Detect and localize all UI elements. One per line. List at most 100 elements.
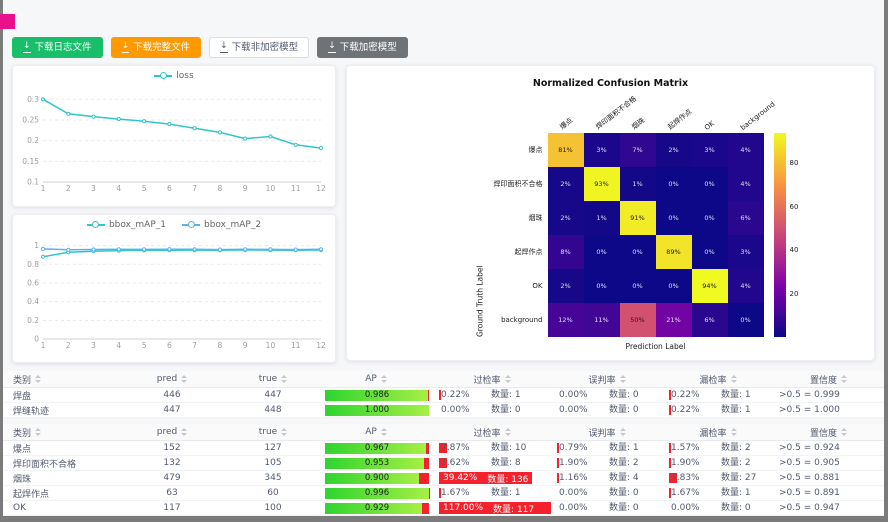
sort-caret-icon[interactable]	[619, 428, 626, 436]
pred-count: 132	[117, 455, 227, 471]
ap-value: 0.929	[364, 502, 390, 513]
miss-detect-cell: 1.90% 数量: 2	[663, 455, 773, 471]
rate-percent: 0.22%	[671, 405, 700, 415]
prediction-label-2: 烟珠	[629, 116, 646, 132]
column-header-过检率[interactable]: 过检率	[433, 424, 551, 441]
table-row: OK 117 100 0.929 117.00% 数量: 117 0.00% 数量: 0 0.0…	[3, 500, 884, 516]
column-header-true[interactable]: true	[227, 424, 319, 441]
download-full-file-button[interactable]: ↓ 下载完整文件	[110, 37, 202, 58]
column-header-pred[interactable]: pred	[117, 424, 227, 441]
rate-bar	[669, 488, 671, 498]
sort-caret-icon[interactable]	[619, 375, 626, 383]
matrix-cell: 0%	[655, 167, 692, 201]
svg-text:5: 5	[142, 184, 147, 193]
sort-caret-icon[interactable]	[380, 428, 387, 436]
rate-cell: 0.22% 数量: 1	[669, 404, 767, 416]
svg-text:0.1: 0.1	[27, 178, 39, 187]
svg-text:1: 1	[41, 184, 46, 193]
column-header-true[interactable]: true	[227, 371, 319, 388]
ap-value: 0.953	[364, 457, 390, 468]
sort-caret-icon[interactable]	[841, 375, 847, 383]
rate-count: 数量: 0	[721, 503, 751, 513]
rate-cell: 0.00% 数量: 0	[557, 502, 657, 514]
legend-item-bbox_mAP_2[interactable]: bbox_mAP_2	[182, 220, 261, 230]
matrix-cell: 1%	[619, 167, 656, 201]
legend-item-bbox_mAP_1[interactable]: bbox_mAP_1	[86, 220, 166, 230]
sort-caret-icon[interactable]	[730, 375, 737, 383]
svg-text:0.8: 0.8	[27, 260, 39, 269]
sort-caret-icon[interactable]	[181, 375, 188, 383]
column-header-过检率[interactable]: 过检率	[433, 371, 551, 388]
legend-item-loss[interactable]: loss	[154, 71, 194, 81]
column-label: pred	[156, 374, 178, 384]
svg-text:1: 1	[34, 241, 39, 250]
rate-cell: 1.67% 数量: 1	[439, 487, 545, 499]
sort-caret-icon[interactable]	[380, 375, 387, 383]
sort-caret-icon[interactable]	[281, 375, 288, 383]
download-unencrypted-model-button[interactable]: ↓ 下载非加密模型	[209, 37, 310, 58]
matrix-cell: 1%	[583, 201, 620, 235]
matrix-cell: 0%	[727, 303, 764, 337]
colorbar-tick: 20	[789, 289, 799, 298]
svg-text:0.3: 0.3	[27, 95, 39, 104]
sort-caret-icon[interactable]	[504, 428, 511, 436]
sort-caret-icon[interactable]	[730, 428, 737, 436]
map-chart-legend: bbox_mAP_1 bbox_mAP_2	[13, 215, 335, 234]
download-encrypted-model-button[interactable]: ↓ 下载加密模型	[317, 37, 408, 58]
sort-caret-icon[interactable]	[181, 428, 188, 436]
misjudge-cell: 0.00% 数量: 0	[551, 500, 663, 516]
download-log-file-button[interactable]: ↓ 下载日志文件	[12, 37, 103, 58]
sort-caret-icon[interactable]	[281, 428, 288, 436]
rate-cell: 0.00% 数量: 0	[557, 389, 657, 401]
column-header-误判率[interactable]: 误判率	[551, 424, 663, 441]
column-header-置信度[interactable]: 置信度	[773, 371, 884, 388]
over-detect-cell: 0.00% 数量: 0	[433, 402, 551, 418]
ap-value: 0.986	[364, 389, 390, 400]
table-row: 焊印面积不合格 132 105 0.953 7.62% 数量: 8 1.90% 数量: 2 1.…	[3, 455, 884, 471]
matrix-cell: 3%	[583, 133, 620, 167]
loss-chart-card: loss 0.1 0.15 0.2 0.25 0.3 1 2 3 4 5 6 7 8 9 10 11 12	[12, 65, 336, 207]
column-header-AP[interactable]: AP	[319, 371, 433, 388]
sort-caret-icon[interactable]	[35, 375, 42, 383]
sort-caret-icon[interactable]	[504, 375, 511, 383]
column-header-置信度[interactable]: 置信度	[773, 424, 884, 441]
svg-text:0.2: 0.2	[27, 136, 39, 145]
column-header-漏检率[interactable]: 漏检率	[663, 424, 773, 441]
svg-text:0.25: 0.25	[22, 115, 39, 124]
miss-detect-cell: 0.22% 数量: 1	[663, 387, 773, 403]
rate-cell: 1.57% 数量: 2	[669, 442, 767, 454]
column-header-误判率[interactable]: 误判率	[551, 371, 663, 388]
ap-value: 0.996	[364, 487, 390, 498]
over-detect-cell: 39.42% 数量: 136	[433, 470, 551, 486]
rate-count: 数量: 0	[609, 488, 639, 498]
column-header-类别[interactable]: 类别	[3, 371, 117, 388]
rate-bar	[439, 458, 447, 468]
column-header-类别[interactable]: 类别	[3, 424, 117, 441]
column-header-pred[interactable]: pred	[117, 371, 227, 388]
matrix-plot-column: 爆点 焊印面积不合格 烟珠 起焊作点 OK background 爆点 焊印面积不合格 烟珠起…	[486, 89, 808, 351]
rate-percent: 1.67%	[441, 488, 470, 498]
matrix-cell: 0%	[655, 269, 692, 303]
prediction-label-0: 爆点	[557, 116, 574, 132]
ap-bar-green	[325, 404, 429, 416]
rate-count: 数量: 0	[609, 503, 639, 513]
pred-count: 447	[117, 402, 227, 418]
rate-cell: 0.00% 数量: 0	[557, 404, 657, 416]
rate-percent: 1.90%	[559, 458, 588, 468]
matrix-cell: 93%	[583, 167, 620, 201]
column-header-AP[interactable]: AP	[319, 424, 433, 441]
confidence-value: >0.5 = 0.999	[773, 387, 884, 403]
matrix-cell: 0%	[691, 235, 728, 269]
rate-percent: 0.00%	[559, 405, 588, 415]
rate-percent: 0.00%	[441, 405, 470, 415]
rate-percent: 1.57%	[671, 443, 700, 453]
sort-caret-icon[interactable]	[841, 428, 847, 436]
button-label: 下载加密模型	[339, 41, 397, 53]
ap-bar-red	[421, 502, 429, 514]
matrix-cell: 3%	[727, 235, 764, 269]
sort-caret-icon[interactable]	[35, 428, 42, 436]
column-header-漏检率[interactable]: 漏检率	[663, 371, 773, 388]
true-count: 60	[227, 485, 319, 501]
rate-count: 数量: 0	[609, 390, 639, 400]
over-detect-cell: 7.87% 数量: 10	[433, 440, 551, 456]
